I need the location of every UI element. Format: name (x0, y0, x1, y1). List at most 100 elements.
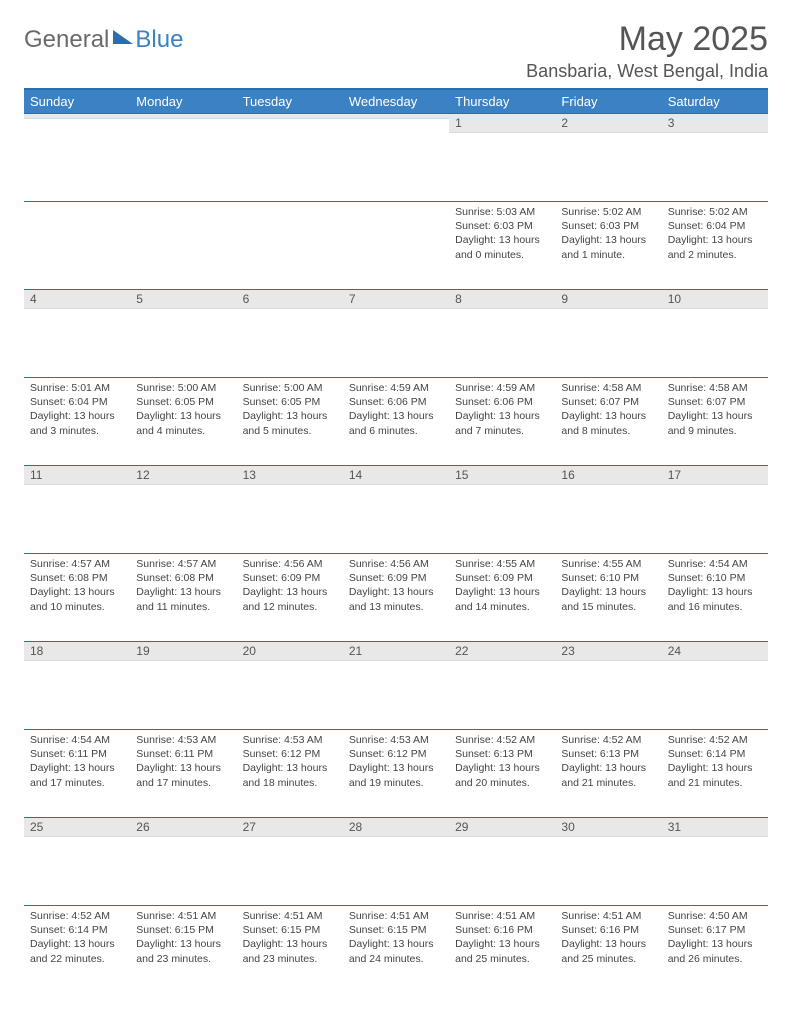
day-cell: Sunrise: 4:54 AMSunset: 6:11 PMDaylight:… (24, 730, 130, 818)
day-number: 15 (449, 466, 555, 485)
day-number: 11 (24, 466, 130, 485)
location-label: Bansbaria, West Bengal, India (526, 61, 768, 82)
sunrise-text: Sunrise: 4:52 AM (30, 909, 124, 923)
sunset-text: Sunset: 6:11 PM (136, 747, 230, 761)
day-info: Sunrise: 4:57 AMSunset: 6:08 PMDaylight:… (130, 554, 236, 620)
day-cell: Sunrise: 4:51 AMSunset: 6:16 PMDaylight:… (555, 906, 661, 994)
day-info: Sunrise: 4:55 AMSunset: 6:10 PMDaylight:… (555, 554, 661, 620)
day-number (130, 114, 236, 119)
day-number-cell: 31 (662, 818, 768, 906)
day-number-cell: 1 (449, 114, 555, 202)
sunset-text: Sunset: 6:15 PM (349, 923, 443, 937)
day-number: 30 (555, 818, 661, 837)
day-number-cell: 19 (130, 642, 236, 730)
sunrise-text: Sunrise: 4:52 AM (668, 733, 762, 747)
sunrise-text: Sunrise: 5:02 AM (668, 205, 762, 219)
sunrise-text: Sunrise: 5:00 AM (136, 381, 230, 395)
daylight-text: Daylight: 13 hours and 5 minutes. (243, 409, 337, 437)
day-cell: Sunrise: 5:00 AMSunset: 6:05 PMDaylight:… (237, 378, 343, 466)
sunset-text: Sunset: 6:06 PM (455, 395, 549, 409)
day-cell: Sunrise: 5:02 AMSunset: 6:03 PMDaylight:… (555, 202, 661, 290)
sunrise-text: Sunrise: 4:57 AM (136, 557, 230, 571)
logo: General Blue (24, 20, 183, 54)
sunset-text: Sunset: 6:12 PM (243, 747, 337, 761)
sunrise-text: Sunrise: 5:01 AM (30, 381, 124, 395)
day-number: 21 (343, 642, 449, 661)
day-number-cell: 26 (130, 818, 236, 906)
day-number-cell: 3 (662, 114, 768, 202)
daylight-text: Daylight: 13 hours and 23 minutes. (136, 937, 230, 965)
title-block: May 2025 Bansbaria, West Bengal, India (526, 20, 768, 82)
daylight-text: Daylight: 13 hours and 4 minutes. (136, 409, 230, 437)
sunset-text: Sunset: 6:07 PM (561, 395, 655, 409)
sunset-text: Sunset: 6:06 PM (349, 395, 443, 409)
day-content-row: Sunrise: 4:57 AMSunset: 6:08 PMDaylight:… (24, 554, 768, 642)
sunrise-text: Sunrise: 5:03 AM (455, 205, 549, 219)
sunrise-text: Sunrise: 4:51 AM (349, 909, 443, 923)
daylight-text: Daylight: 13 hours and 8 minutes. (561, 409, 655, 437)
day-info: Sunrise: 4:52 AMSunset: 6:14 PMDaylight:… (662, 730, 768, 796)
calendar-body: 123Sunrise: 5:03 AMSunset: 6:03 PMDaylig… (24, 114, 768, 994)
day-cell: Sunrise: 4:59 AMSunset: 6:06 PMDaylight:… (343, 378, 449, 466)
daylight-text: Daylight: 13 hours and 1 minute. (561, 233, 655, 261)
day-cell: Sunrise: 4:58 AMSunset: 6:07 PMDaylight:… (555, 378, 661, 466)
sunset-text: Sunset: 6:13 PM (561, 747, 655, 761)
day-number: 31 (662, 818, 768, 837)
sunrise-text: Sunrise: 4:59 AM (455, 381, 549, 395)
day-cell: Sunrise: 4:53 AMSunset: 6:12 PMDaylight:… (343, 730, 449, 818)
day-number: 6 (237, 290, 343, 309)
day-info: Sunrise: 4:54 AMSunset: 6:11 PMDaylight:… (24, 730, 130, 796)
day-number-cell: 15 (449, 466, 555, 554)
daylight-text: Daylight: 13 hours and 17 minutes. (136, 761, 230, 789)
sunset-text: Sunset: 6:05 PM (136, 395, 230, 409)
day-number-cell: 18 (24, 642, 130, 730)
day-cell: Sunrise: 4:50 AMSunset: 6:17 PMDaylight:… (662, 906, 768, 994)
sunrise-text: Sunrise: 4:51 AM (136, 909, 230, 923)
day-info: Sunrise: 4:52 AMSunset: 6:13 PMDaylight:… (449, 730, 555, 796)
day-number-cell: 5 (130, 290, 236, 378)
logo-text-2: Blue (135, 26, 183, 54)
day-number-cell: 10 (662, 290, 768, 378)
day-number: 12 (130, 466, 236, 485)
sunrise-text: Sunrise: 4:50 AM (668, 909, 762, 923)
daylight-text: Daylight: 13 hours and 9 minutes. (668, 409, 762, 437)
day-cell (343, 202, 449, 290)
day-number-row: 25262728293031 (24, 818, 768, 906)
day-number: 24 (662, 642, 768, 661)
day-info: Sunrise: 5:02 AMSunset: 6:04 PMDaylight:… (662, 202, 768, 268)
sunrise-text: Sunrise: 4:51 AM (243, 909, 337, 923)
daylight-text: Daylight: 13 hours and 0 minutes. (455, 233, 549, 261)
day-cell: Sunrise: 4:52 AMSunset: 6:13 PMDaylight:… (449, 730, 555, 818)
day-number: 28 (343, 818, 449, 837)
day-cell: Sunrise: 4:51 AMSunset: 6:15 PMDaylight:… (343, 906, 449, 994)
day-cell: Sunrise: 4:51 AMSunset: 6:16 PMDaylight:… (449, 906, 555, 994)
sunset-text: Sunset: 6:04 PM (668, 219, 762, 233)
day-cell (24, 202, 130, 290)
day-info: Sunrise: 5:02 AMSunset: 6:03 PMDaylight:… (555, 202, 661, 268)
day-number-cell: 2 (555, 114, 661, 202)
day-number-cell: 4 (24, 290, 130, 378)
day-info: Sunrise: 5:03 AMSunset: 6:03 PMDaylight:… (449, 202, 555, 268)
daylight-text: Daylight: 13 hours and 23 minutes. (243, 937, 337, 965)
sunrise-text: Sunrise: 5:02 AM (561, 205, 655, 219)
sunset-text: Sunset: 6:03 PM (561, 219, 655, 233)
daylight-text: Daylight: 13 hours and 12 minutes. (243, 585, 337, 613)
day-number-cell: 7 (343, 290, 449, 378)
day-cell: Sunrise: 5:03 AMSunset: 6:03 PMDaylight:… (449, 202, 555, 290)
day-cell: Sunrise: 4:57 AMSunset: 6:08 PMDaylight:… (24, 554, 130, 642)
daylight-text: Daylight: 13 hours and 11 minutes. (136, 585, 230, 613)
sunset-text: Sunset: 6:09 PM (243, 571, 337, 585)
header: General Blue May 2025 Bansbaria, West Be… (24, 20, 768, 82)
sunrise-text: Sunrise: 4:58 AM (668, 381, 762, 395)
daylight-text: Daylight: 13 hours and 13 minutes. (349, 585, 443, 613)
day-cell: Sunrise: 4:57 AMSunset: 6:08 PMDaylight:… (130, 554, 236, 642)
day-number: 23 (555, 642, 661, 661)
sunset-text: Sunset: 6:14 PM (30, 923, 124, 937)
day-info: Sunrise: 4:52 AMSunset: 6:14 PMDaylight:… (24, 906, 130, 972)
daylight-text: Daylight: 13 hours and 16 minutes. (668, 585, 762, 613)
daylight-text: Daylight: 13 hours and 10 minutes. (30, 585, 124, 613)
sunset-text: Sunset: 6:11 PM (30, 747, 124, 761)
sunset-text: Sunset: 6:10 PM (561, 571, 655, 585)
sunset-text: Sunset: 6:16 PM (561, 923, 655, 937)
daylight-text: Daylight: 13 hours and 25 minutes. (561, 937, 655, 965)
